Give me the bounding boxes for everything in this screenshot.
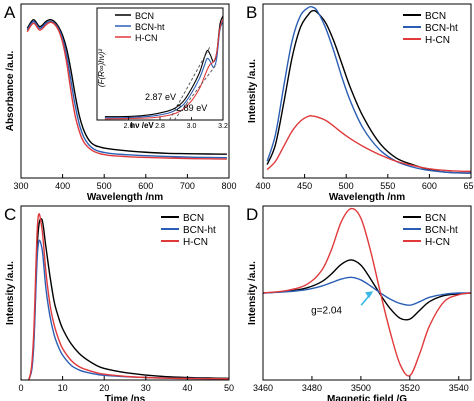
x-tick-label: 10 [58, 383, 68, 393]
legend-entry: BCN-ht [425, 225, 458, 236]
x-tick-label: 500 [97, 181, 112, 191]
inset-annotation: 2.87 eV [145, 92, 176, 102]
legend-entry: H-CN [425, 35, 450, 46]
annotation-text: g=2.04 [311, 305, 342, 316]
y-axis-label: Intensity /a.u. [247, 59, 258, 123]
series-line-h-cn [21, 213, 229, 380]
inset-series-line [104, 18, 223, 120]
legend-entry: BCN-ht [425, 23, 458, 34]
legend-entry: H-CN [425, 237, 450, 248]
panel-D: D 3460 3480 3500 3520 3540 Magnetic field /G In… [246, 205, 472, 401]
inset-annotation: 2.89 eV [176, 103, 207, 113]
inset-x-tick-label: 3.0 [187, 123, 197, 130]
legend-entry: BCN [183, 213, 204, 224]
x-tick-label: 450 [297, 181, 312, 191]
x-tick-label: 500 [339, 181, 354, 191]
x-axis-label: Wavelength /nm [329, 192, 405, 203]
inset-fit-line [169, 45, 211, 120]
x-axis-label: Wavelength /nm [87, 192, 163, 203]
x-tick-label: 0 [18, 383, 23, 393]
legend-entry: BCN [425, 213, 446, 224]
series-line-bcn [26, 18, 227, 155]
x-tick-label: 300 [13, 181, 28, 191]
inset-legend-entry: H-CN [135, 33, 158, 43]
x-tick-label: 3480 [302, 383, 322, 393]
x-tick-label: 30 [141, 383, 151, 393]
inset-chart: 2.6 2.8 3.0 3.2 hν /eV (F(R∞)hν)² BCNBCN-htH-C… [96, 7, 228, 130]
x-tick-label: 600 [138, 181, 153, 191]
panel-C: C 0 10 20 30 40 50 Time /ns Intensity /a.u. BCNBC… [4, 205, 234, 401]
series-line-h-cn [26, 21, 227, 160]
series-line-bcn-ht [21, 239, 229, 380]
inset-legend-entry: BCN [135, 11, 154, 21]
series-line-bcn [266, 9, 471, 174]
annotation-arrowhead [365, 291, 374, 299]
inset-x-axis-label: hν /eV [130, 121, 154, 130]
inset-x-tick-label: 2.8 [155, 123, 165, 130]
series-line-h-cn [263, 207, 471, 377]
x-tick-label: 50 [224, 383, 234, 393]
x-tick-label: 3460 [253, 383, 273, 393]
inset-fit-line [173, 63, 218, 120]
inset-x-tick-label: 2.6 [124, 123, 134, 130]
plot-frame [20, 3, 230, 179]
y-axis-label: Intensity /a.u. [247, 261, 258, 325]
y-axis-label: Intensity /a.u. [5, 261, 16, 325]
x-axis-label: Time /ns [105, 394, 146, 401]
series-line-bcn [263, 259, 471, 321]
legend-entry: BCN [425, 11, 446, 22]
panel-label: D [246, 205, 258, 224]
plot-frame [262, 205, 472, 381]
x-tick-label: 550 [380, 181, 395, 191]
panel-A: A 300 400 500 600 700 800 Wavelength /nm Absorba… [4, 3, 237, 203]
plot-frame [20, 205, 230, 381]
x-tick-label: 400 [55, 181, 70, 191]
x-tick-label: 650 [463, 181, 474, 191]
inset-x-tick-label: 3.2 [218, 123, 228, 130]
x-tick-label: 3540 [449, 383, 469, 393]
legend-entry: H-CN [183, 237, 208, 248]
x-tick-label: 20 [99, 383, 109, 393]
plot-frame [262, 3, 472, 179]
panel-B: B 400 450 500 550 600 650 Wavelength /nm Intensi… [246, 3, 474, 203]
y-axis-label: Absorbance /a.u. [5, 50, 16, 131]
panel-label: A [4, 3, 16, 22]
x-tick-label: 3520 [400, 383, 420, 393]
series-line-bcn-ht [266, 5, 471, 174]
x-tick-label: 800 [221, 181, 236, 191]
x-axis-label: Magnetic field /G [327, 394, 407, 401]
inset-series-line [104, 21, 223, 119]
x-tick-label: 40 [182, 383, 192, 393]
panel-label: B [246, 3, 257, 22]
series-line-h-cn [266, 114, 471, 173]
legend-entry: BCN-ht [183, 225, 216, 236]
inset-y-axis-label: (F(R∞)hν)² [97, 49, 106, 87]
inset-legend-entry: BCN-ht [135, 22, 165, 32]
x-tick-label: 400 [255, 181, 270, 191]
series-line-bcn-ht [263, 276, 471, 306]
series-line-bcn-ht [26, 20, 227, 159]
series-line-bcn [21, 218, 229, 380]
x-tick-label: 600 [422, 181, 437, 191]
x-tick-label: 3500 [351, 383, 371, 393]
panel-label: C [4, 205, 16, 224]
x-tick-label: 700 [180, 181, 195, 191]
